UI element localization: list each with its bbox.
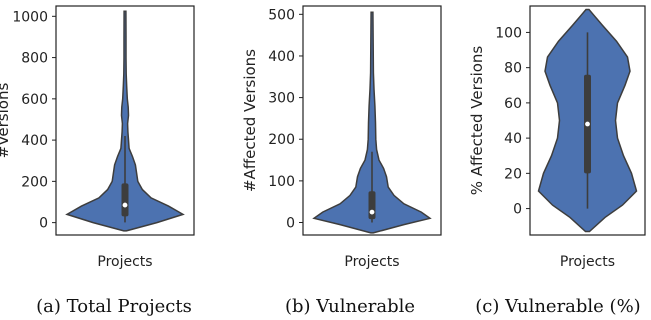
y-tick-label: 60 [504,96,522,112]
y-axis-label: #Versions [0,83,12,159]
panel-caption: (c) Vulnerable (%) [475,296,640,317]
y-tick-label: 400 [268,49,295,65]
y-tick-label: 80 [504,61,522,77]
y-tick-label: 600 [21,92,48,108]
y-tick-label: 200 [268,132,295,148]
plot-frame [302,5,442,236]
y-axis-label: #Affected Versions [241,49,259,192]
median-point [585,121,590,127]
iqr-box [121,183,129,217]
y-tick-label: 1000 [12,9,48,25]
chart-panel-2: 0 100 200 300 400 500 #Affected Versions Projec… [241,5,442,317]
x-category-label: Projects [97,254,152,270]
median-point [369,209,375,215]
y-tick-label: 100 [268,174,295,190]
y-tick-label: 200 [21,174,48,190]
y-tick-label: 40 [504,131,522,147]
y-tick-label: 0 [39,216,48,232]
y-tick-label: 800 [21,51,48,67]
panel-caption: (b) Vulnerable [285,296,415,317]
y-tick-label: 100 [495,25,522,41]
y-tick-label: 0 [286,216,295,232]
panel-caption: (a) Total Projects [36,296,192,317]
violin-body [65,10,185,232]
iqr-box [368,191,376,220]
median-point [122,202,128,208]
chart-panel-1: 0 200 400 600 800 1000 #Versions Projects (a) To… [0,5,195,317]
y-tick-label: 500 [268,7,295,23]
y-tick-label: 300 [268,91,295,107]
plot-frame [529,5,646,236]
chart-panel-3: 0 20 40 60 80 100 % Affected Versions Projects (… [468,5,646,317]
violin-body [312,11,432,234]
y-tick-label: 20 [504,166,522,182]
y-axis-label: % Affected Versions [468,46,486,196]
y-tick-label: 400 [21,133,48,149]
y-tick-label: 0 [513,202,522,218]
plot-frame [55,5,195,236]
x-category-label: Projects [560,254,615,270]
x-category-label: Projects [344,254,399,270]
